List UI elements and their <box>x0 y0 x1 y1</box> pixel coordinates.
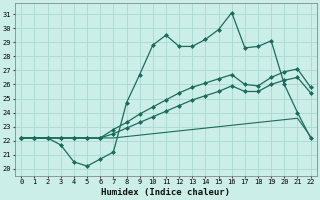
X-axis label: Humidex (Indice chaleur): Humidex (Indice chaleur) <box>101 188 230 197</box>
